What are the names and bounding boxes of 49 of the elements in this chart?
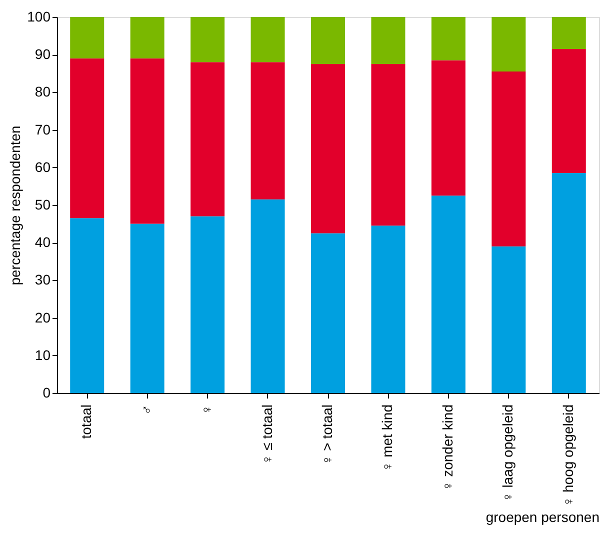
bar bbox=[552, 48, 586, 174]
x-tick-label: ♀ bbox=[198, 404, 215, 415]
y-tick-label: 100 bbox=[27, 8, 51, 24]
x-tick-label: totaal bbox=[78, 404, 94, 439]
bar bbox=[311, 17, 345, 64]
x-tick-label: ♀ met kind bbox=[379, 404, 396, 472]
bar bbox=[371, 64, 406, 226]
bar bbox=[311, 233, 345, 393]
bar bbox=[190, 17, 225, 62]
bar bbox=[190, 216, 225, 393]
bar bbox=[70, 218, 104, 393]
y-tick-label: 90 bbox=[34, 46, 51, 62]
bar bbox=[371, 226, 406, 393]
x-tick-label: ♀ ≤ totaal bbox=[258, 404, 275, 465]
bar bbox=[130, 58, 164, 224]
bar bbox=[492, 17, 526, 72]
x-tick-label: ♀ laag opgeleid bbox=[500, 404, 516, 502]
bar bbox=[552, 17, 586, 49]
bar bbox=[250, 199, 285, 393]
x-tick-label: ♀ > totaal bbox=[319, 404, 335, 466]
y-tick-label: 20 bbox=[34, 309, 51, 326]
y-tick-label: 60 bbox=[34, 158, 51, 175]
y-tick-label: 40 bbox=[34, 234, 51, 250]
y-tick-label: 0 bbox=[42, 384, 51, 400]
y-axis-title: percentage respondenten bbox=[7, 126, 24, 286]
y-tick-label: 30 bbox=[34, 272, 51, 288]
x-tick-label: ♂ bbox=[138, 404, 154, 415]
bar bbox=[130, 17, 164, 58]
bar bbox=[250, 62, 285, 200]
bar bbox=[431, 17, 466, 60]
y-tick-label: 50 bbox=[34, 196, 51, 212]
bar bbox=[250, 17, 285, 62]
bar bbox=[70, 17, 104, 58]
bar bbox=[431, 60, 466, 196]
bar bbox=[70, 58, 104, 218]
bar bbox=[130, 224, 164, 393]
x-axis-title: groepen personen bbox=[486, 508, 600, 525]
y-tick-label: 70 bbox=[34, 121, 51, 138]
bar bbox=[552, 173, 586, 393]
x-tick-label: ♀ zonder kind bbox=[439, 404, 456, 492]
bar bbox=[492, 72, 526, 246]
bar bbox=[371, 17, 406, 64]
y-tick-label: 10 bbox=[34, 346, 51, 363]
bar bbox=[492, 246, 526, 393]
bar bbox=[190, 62, 225, 216]
x-tick-label: ♀ hoog opgeleid bbox=[560, 404, 576, 507]
y-tick-label: 80 bbox=[34, 84, 51, 100]
bar bbox=[431, 196, 466, 393]
bar bbox=[311, 64, 345, 234]
